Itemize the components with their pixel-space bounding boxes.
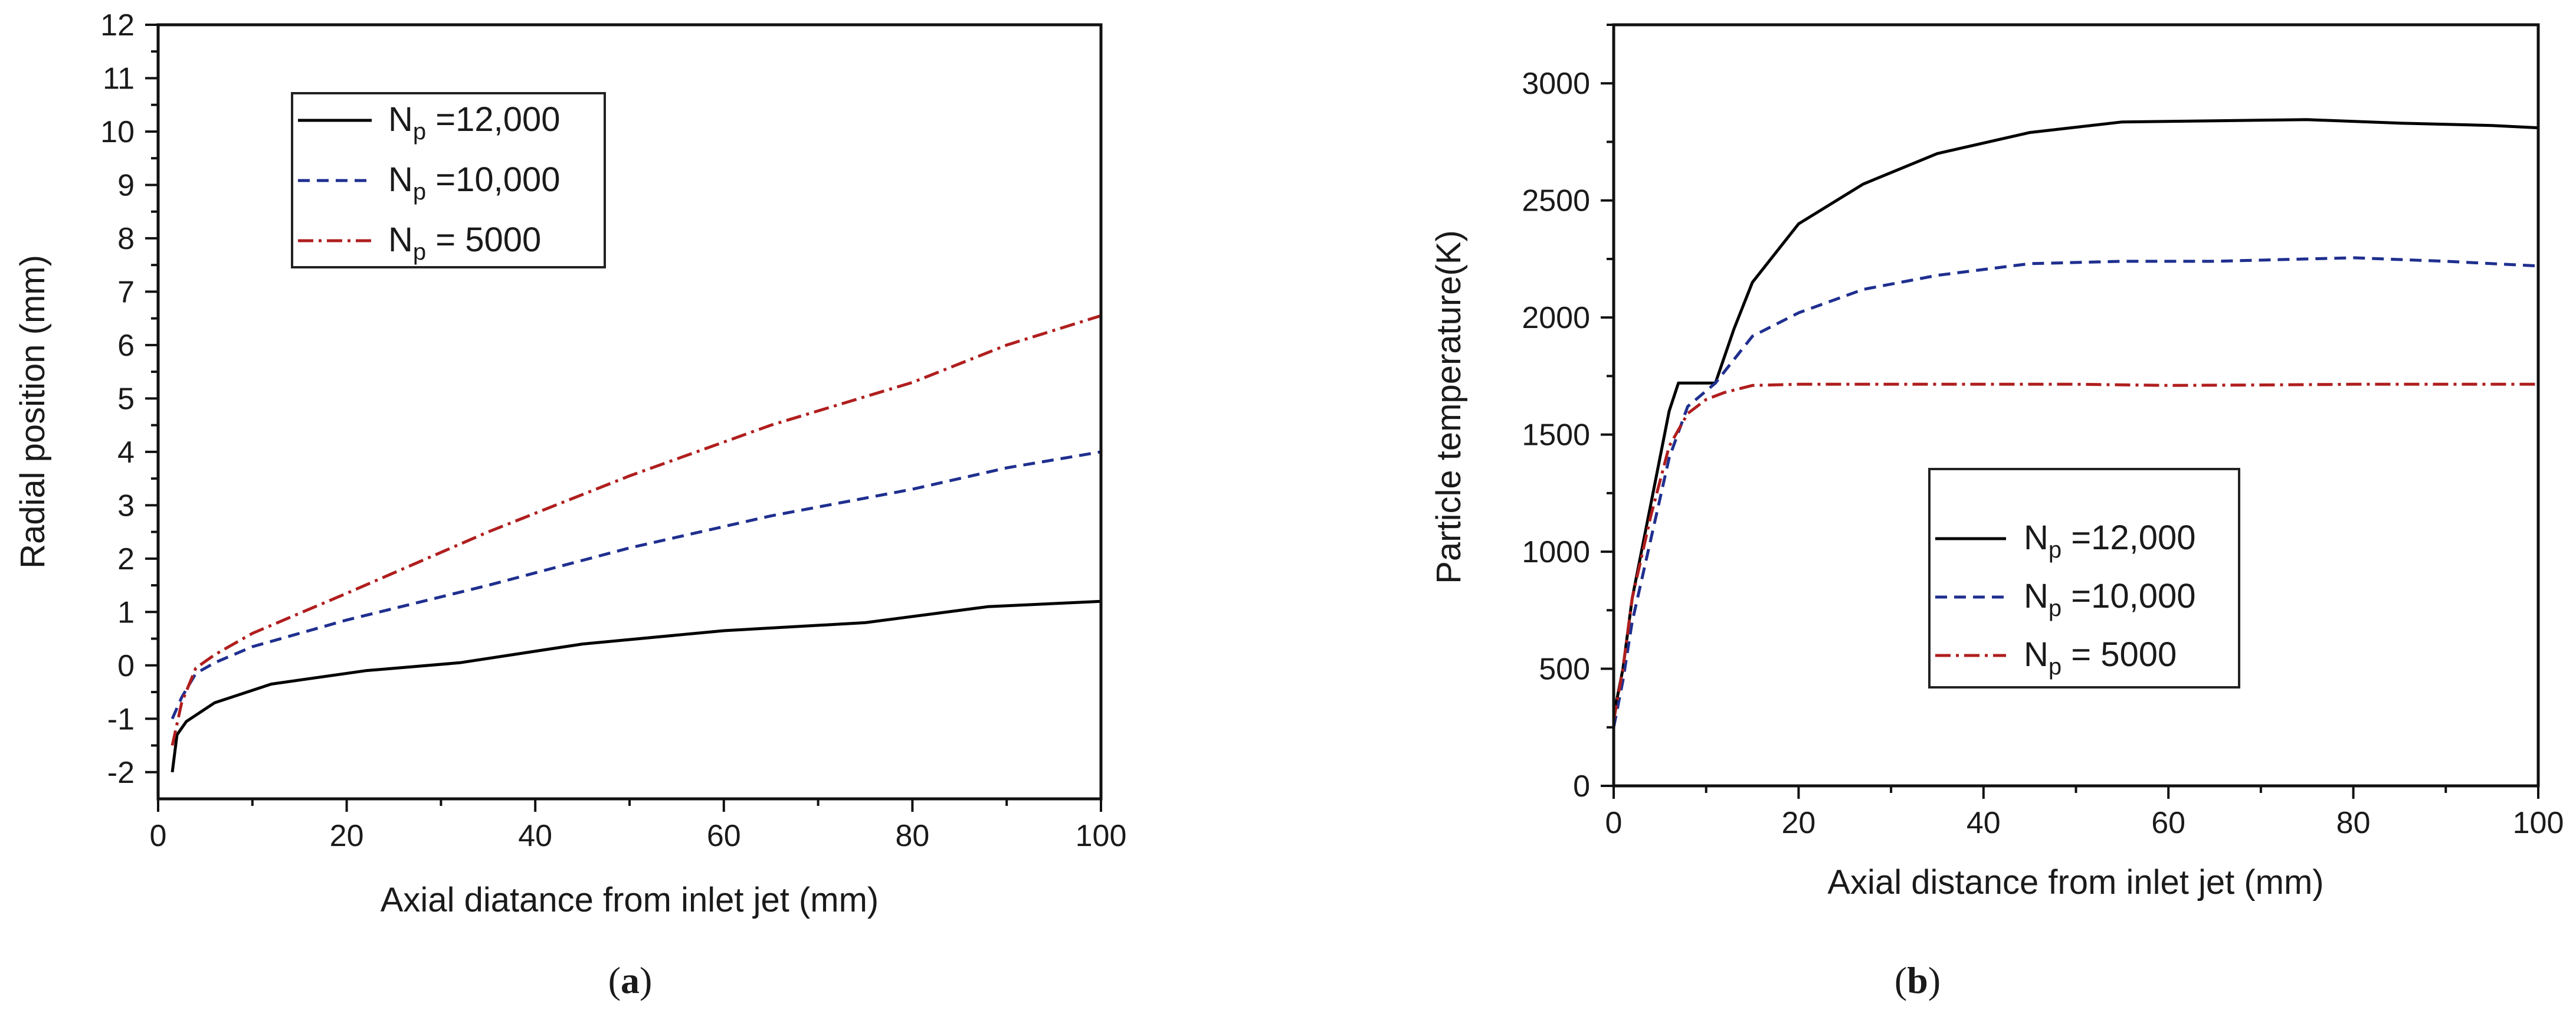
panel-b-legend-entry-2: Np =10,000 bbox=[2024, 577, 2196, 621]
panel-a-y-tick-label: 10 bbox=[100, 115, 135, 149]
panel-b-legend-entry-3: Np = 5000 bbox=[2024, 635, 2177, 680]
panel-b-legend: Np =12,000 Np =10,000 Np = 5000 bbox=[1928, 468, 2240, 689]
panel-a-y-tick-label: 2 bbox=[117, 542, 135, 576]
panel-b-y-tick-label: 500 bbox=[1539, 653, 1590, 687]
panel-a-y-tick-label: 7 bbox=[117, 275, 135, 309]
panel-b-y-axis-label: Particle temperature(K) bbox=[1430, 230, 1468, 584]
panel-a-y-tick-label: 9 bbox=[117, 168, 135, 202]
panel-a-x-tick-label: 20 bbox=[330, 819, 364, 853]
panel-b-plot-area bbox=[1612, 118, 2539, 728]
panel-b-x-tick-label: 40 bbox=[1967, 806, 2001, 840]
panel-b-series-line-1 bbox=[1612, 118, 2539, 716]
panel-b-y-tick-label: 3000 bbox=[1522, 67, 1590, 101]
panel-a-y-tick-label: 0 bbox=[117, 649, 135, 683]
panel-a-plot-area bbox=[171, 314, 1102, 773]
panel-b-x-tick-label: 80 bbox=[2336, 806, 2371, 840]
panel-b-x-tick-label: 60 bbox=[2151, 806, 2185, 840]
panel-a-y-tick-label: 8 bbox=[117, 222, 135, 256]
panel-b-y-tick-label: 2500 bbox=[1522, 184, 1590, 218]
panel-b-legend-box bbox=[1928, 468, 2240, 689]
panel-b-legend-entry-1: Np =12,000 bbox=[2024, 519, 2196, 563]
panel-a-x-tick-label: 60 bbox=[707, 819, 741, 853]
panel-b-caption: (b) bbox=[1895, 959, 1941, 1001]
panel-a-legend-entry-2: Np =10,000 bbox=[388, 160, 561, 205]
panel-a-y-tick-label: 3 bbox=[117, 489, 135, 523]
panel-a-x-tick-label: 100 bbox=[1076, 819, 1127, 853]
panel-a-y-tick-label: 1 bbox=[117, 595, 135, 630]
panel-a-y-tick-label: 11 bbox=[103, 61, 135, 96]
panel-a-legend: Np =12,000 Np =10,000 Np = 5000 bbox=[291, 92, 606, 268]
panel-b-y-tick-label: 0 bbox=[1573, 769, 1590, 804]
panel-a-y-tick-label: 6 bbox=[117, 329, 135, 363]
panel-b-x-tick-label: 100 bbox=[2513, 806, 2564, 840]
panel-a-y-tick-label: 5 bbox=[117, 382, 135, 416]
panel-b-y-tick-label: 2000 bbox=[1522, 301, 1590, 335]
panel-a-series-line-3 bbox=[171, 314, 1102, 746]
panel-b-x-tick-label: 0 bbox=[1605, 806, 1623, 840]
panel-a-series-line-1 bbox=[171, 599, 1102, 773]
panel-a-x-tick-label: 40 bbox=[518, 819, 552, 853]
panel-a-caption: (a) bbox=[608, 959, 653, 1001]
panel-a-legend-entry-3: Np = 5000 bbox=[388, 221, 541, 265]
panel-b-x-axis-label: Axial distance from inlet jet (mm) bbox=[1827, 863, 2323, 901]
panel-a-y-axis-label: Radial position (mm) bbox=[14, 255, 52, 569]
panel-a-x-axis-label: Axial diatance from inlet jet (mm) bbox=[381, 881, 879, 919]
panel-a-y-tick-label: -2 bbox=[107, 756, 135, 790]
panel-a-y-tick-label: 12 bbox=[100, 8, 135, 42]
panel-b-x-tick-label: 20 bbox=[1781, 806, 1815, 840]
panel-b-y-tick-label: 1000 bbox=[1522, 535, 1590, 569]
panel-b-series-line-2 bbox=[1612, 256, 2539, 728]
panel-a-y-tick-label: -1 bbox=[107, 702, 135, 736]
panel-a-x-tick-label: 80 bbox=[895, 819, 929, 853]
panel-a-legend-entry-1: Np =12,000 bbox=[388, 100, 561, 145]
panel-a-x-tick-label: 0 bbox=[150, 819, 167, 853]
panel-b-y-tick-label: 1500 bbox=[1522, 418, 1590, 453]
panel-a-y-tick-label: 4 bbox=[117, 435, 135, 470]
panel-b-series-line-3 bbox=[1612, 382, 2538, 721]
